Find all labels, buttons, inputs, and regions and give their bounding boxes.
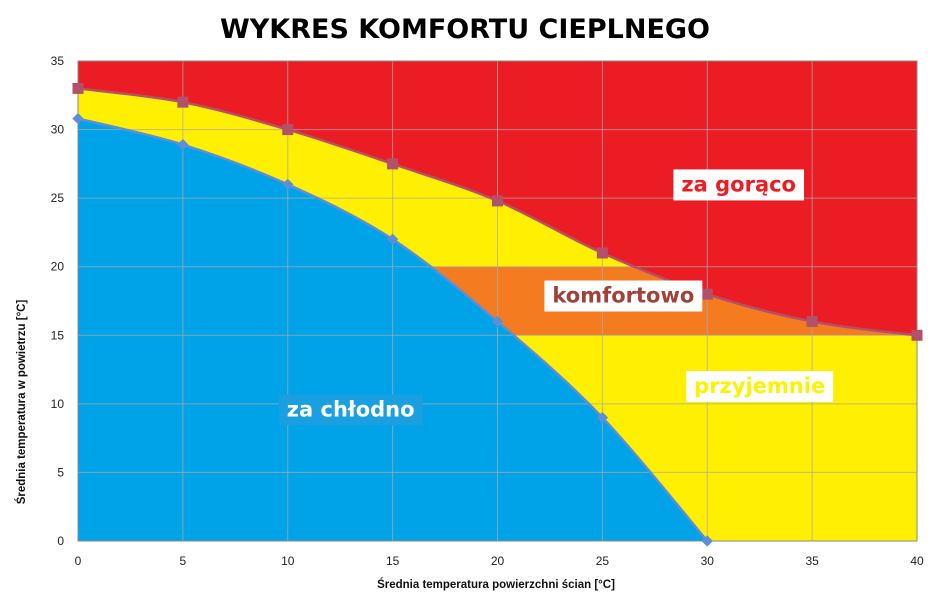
series-lines (72, 82, 923, 547)
grid-lines (77, 60, 918, 542)
data-point-cold (701, 535, 713, 547)
y-tick-label: 10 (51, 397, 65, 411)
x-tick-label: 25 (596, 554, 610, 568)
x-tick-label: 30 (701, 554, 715, 568)
region-label-3: za chłodno (278, 394, 423, 426)
region-label-text: za gorąco (681, 172, 796, 196)
y-tick-label: 20 (51, 260, 65, 274)
data-point-hot (177, 96, 189, 108)
y-tick-label: 15 (51, 328, 65, 342)
chart-title: WYKRES KOMFORTU CIEPLNEGO (219, 14, 711, 45)
region-label-box (673, 169, 805, 201)
region-label-2: przyjemnie (686, 371, 834, 403)
data-point-hot (282, 124, 294, 136)
data-point-hot (701, 288, 713, 300)
region-label-text: przyjemnie (694, 374, 825, 398)
data-point-hot (72, 82, 84, 94)
region-label-text: za chłodno (287, 397, 415, 421)
y-tick-label: 25 (51, 191, 65, 205)
data-point-hot (911, 329, 923, 341)
data-point-cold (282, 178, 294, 191)
data-point-hot (596, 247, 608, 259)
data-point-cold (596, 411, 609, 424)
x-axis-label: Średnia temperatura powierzchni ścian [°… (377, 578, 615, 591)
y-tick-label: 5 (57, 465, 64, 479)
region-label-box (544, 280, 703, 312)
region-label-0: za gorąco (673, 169, 805, 201)
region-label-text: komfortowo (552, 284, 694, 308)
plot-border (77, 60, 918, 542)
tick-labels: 0 5 10 15 20 25 30 35 40 0 5 10 15 20 25 30 35 (51, 54, 924, 568)
x-tick-label: 0 (75, 554, 82, 568)
data-point-cold (386, 233, 399, 245)
region-label-box (278, 394, 423, 426)
data-point-cold (491, 315, 504, 328)
x-tick-label: 10 (281, 554, 295, 568)
y-tick-label: 35 (51, 54, 65, 68)
x-tick-label: 35 (805, 554, 819, 568)
region-label-box (686, 371, 834, 403)
data-point-hot (806, 316, 818, 328)
data-point-hot (492, 195, 503, 207)
x-tick-label: 15 (386, 554, 400, 568)
x-tick-label: 5 (180, 554, 187, 568)
x-tick-label: 20 (491, 554, 505, 568)
x-tick-label: 40 (910, 554, 924, 568)
region-labels: za gorąco komfortowo przyjemnie za chłodno (278, 169, 834, 426)
y-axis-label: Średnia temperatura w powietrzu [°C] (15, 300, 28, 505)
data-point-hot (387, 158, 399, 170)
data-point-cold (177, 139, 189, 151)
region-label-1: komfortowo (544, 280, 703, 312)
y-tick-label: 0 (57, 534, 64, 548)
y-tick-label: 30 (51, 123, 65, 137)
